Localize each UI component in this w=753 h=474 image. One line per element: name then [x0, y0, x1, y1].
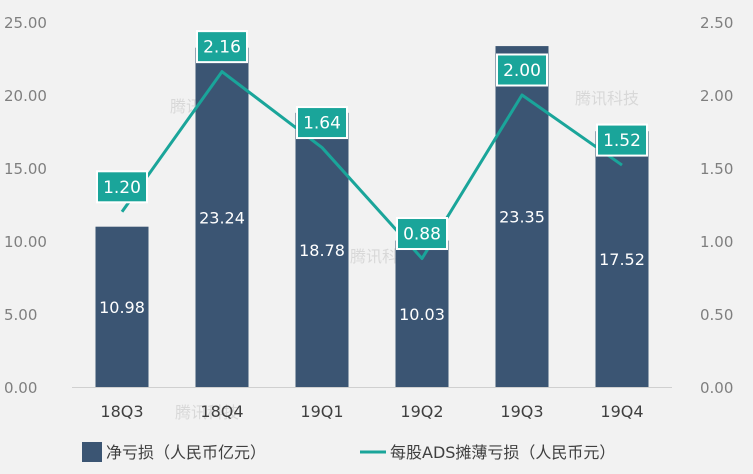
bar-value-label: 23.35 — [499, 208, 545, 227]
right-tick-label: 1.00 — [700, 233, 733, 251]
line-label-text: 1.20 — [103, 178, 141, 198]
category-label: 19Q4 — [600, 402, 643, 421]
line-label-box — [196, 30, 248, 64]
legend-label-bar: 净亏损（人民币亿元） — [106, 443, 266, 462]
category-label: 19Q3 — [500, 402, 543, 421]
x-axis-categories: 18Q3 18Q4 19Q1 19Q2 19Q3 19Q4 — [100, 402, 643, 421]
line-series — [120, 70, 623, 261]
bar-labels: 10.98 23.24 18.78 10.03 23.35 17.52 — [99, 208, 645, 324]
category-label: 19Q2 — [400, 402, 443, 421]
line-path — [120, 70, 623, 261]
bar-value-label: 23.24 — [199, 208, 245, 227]
left-tick-label: 20.00 — [4, 87, 47, 105]
line-label-text: 1.64 — [303, 114, 341, 134]
bar — [195, 47, 249, 388]
bar — [295, 112, 349, 387]
right-tick-label: 0.00 — [700, 379, 733, 397]
left-tick-label: 15.00 — [4, 160, 47, 178]
line-value-label: 1.64 — [296, 106, 348, 140]
line-label-text: 0.88 — [403, 225, 441, 245]
line-label-box — [596, 123, 648, 157]
line-value-label: 2.16 — [196, 30, 248, 64]
bar-value-label: 10.03 — [399, 305, 445, 324]
line-label-box — [496, 53, 548, 87]
line-label-text: 2.00 — [503, 61, 541, 81]
line-labels: 1.20 2.16 1.64 0.88 2.00 1.52 — [96, 30, 648, 251]
bar-value-label: 18.78 — [299, 241, 345, 260]
category-label: 19Q1 — [300, 402, 343, 421]
line-label-box — [396, 217, 448, 251]
bar-series — [95, 46, 649, 388]
legend: 净亏损（人民币亿元） 每股ADS摊薄亏损（人民币元） — [82, 442, 615, 462]
left-tick-label: 0.00 — [4, 379, 37, 397]
line-value-label: 1.52 — [596, 123, 648, 157]
legend-swatch-bar — [82, 442, 102, 462]
left-tick-label: 5.00 — [4, 306, 37, 324]
right-tick-label: 2.50 — [700, 14, 733, 32]
bar — [595, 131, 649, 387]
category-label: 18Q3 — [100, 402, 143, 421]
bar — [95, 226, 149, 387]
bar — [495, 46, 549, 388]
bar-value-label: 17.52 — [599, 250, 645, 269]
line-label-text: 2.16 — [203, 38, 241, 58]
watermark-text: 腾讯科技 — [575, 89, 639, 108]
category-label: 18Q4 — [200, 402, 243, 421]
line-label-text: 1.52 — [603, 131, 641, 151]
line-label-box — [296, 106, 348, 140]
bar-value-label: 10.98 — [99, 298, 145, 317]
watermark-text: 腾讯科技 — [175, 403, 239, 422]
line-label-box — [96, 170, 148, 204]
line-value-label: 0.88 — [396, 217, 448, 251]
left-tick-label: 25.00 — [4, 14, 47, 32]
left-tick-label: 10.00 — [4, 233, 47, 251]
left-y-axis: 0.00 5.00 10.00 15.00 20.00 25.00 — [4, 14, 47, 397]
line-value-label: 2.00 — [496, 53, 548, 87]
right-tick-label: 2.00 — [700, 87, 733, 105]
right-y-axis: 0.00 0.50 1.00 1.50 2.00 2.50 — [700, 14, 733, 397]
bar — [395, 240, 449, 387]
right-tick-label: 1.50 — [700, 160, 733, 178]
legend-label-line: 每股ADS摊薄亏损（人民币元） — [390, 443, 615, 462]
right-tick-label: 0.50 — [700, 306, 733, 324]
line-value-label: 1.20 — [96, 170, 148, 204]
